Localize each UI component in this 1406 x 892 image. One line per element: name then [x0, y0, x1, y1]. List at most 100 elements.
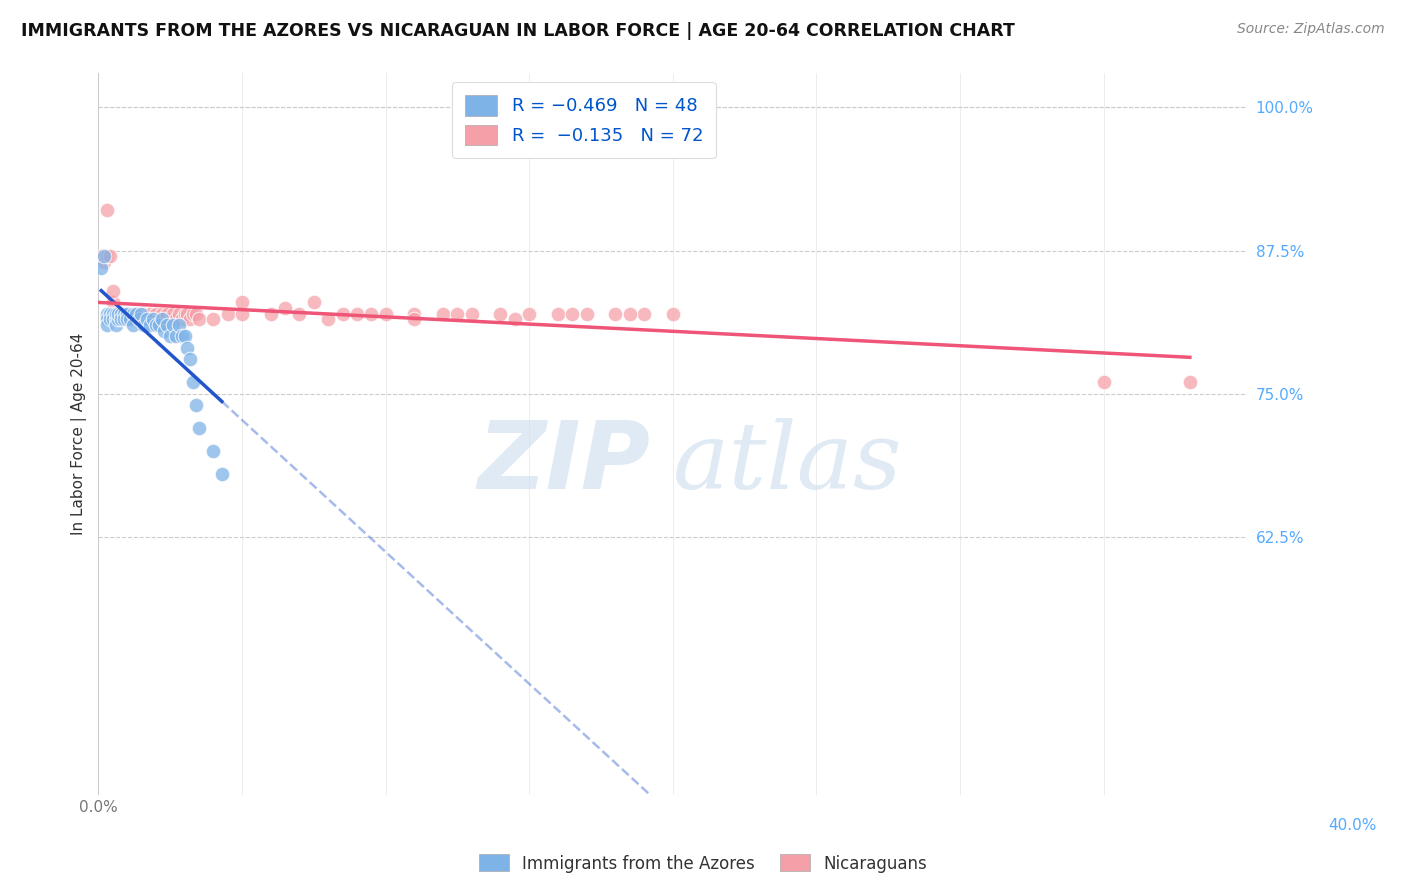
Point: [107, 307, 129, 321]
Point: [156, 318, 179, 332]
Point: [131, 312, 153, 326]
Point: [107, 312, 129, 326]
Y-axis label: In Labor Force | Age 20-64: In Labor Force | Age 20-64: [72, 333, 87, 535]
Point: [165, 312, 187, 326]
Point: [605, 307, 627, 321]
Point: [461, 307, 484, 321]
Point: [1178, 376, 1201, 390]
Point: [231, 295, 253, 310]
Point: [202, 444, 225, 458]
Point: [134, 307, 156, 321]
Point: [131, 307, 153, 321]
Point: [107, 312, 129, 326]
Point: [346, 307, 368, 321]
Point: [145, 318, 167, 332]
Point: [374, 307, 396, 321]
Legend: R = −0.469   N = 48, R =  −0.135   N = 72: R = −0.469 N = 48, R = −0.135 N = 72: [453, 82, 716, 158]
Point: [136, 312, 159, 326]
Point: [139, 318, 162, 332]
Point: [162, 318, 184, 332]
Legend: Immigrants from the Azores, Nicaraguans: Immigrants from the Azores, Nicaraguans: [472, 847, 934, 880]
Point: [115, 312, 138, 326]
Point: [98, 312, 121, 326]
Point: [162, 307, 184, 321]
Point: [274, 301, 297, 315]
Point: [159, 312, 181, 326]
Point: [110, 307, 132, 321]
Point: [90, 260, 112, 275]
Point: [547, 307, 569, 321]
Point: [104, 318, 127, 332]
Point: [128, 307, 150, 321]
Point: [153, 312, 176, 326]
Point: [118, 307, 141, 321]
Point: [619, 307, 641, 321]
Point: [150, 307, 173, 321]
Point: [202, 312, 225, 326]
Point: [112, 307, 135, 321]
Point: [302, 295, 325, 310]
Point: [96, 318, 118, 332]
Point: [90, 249, 112, 263]
Point: [156, 307, 179, 321]
Point: [101, 312, 124, 326]
Point: [104, 312, 127, 326]
Point: [159, 329, 181, 343]
Point: [96, 203, 118, 218]
Point: [176, 307, 198, 321]
Point: [150, 312, 173, 326]
Text: 40.0%: 40.0%: [1329, 818, 1376, 832]
Point: [173, 307, 195, 321]
Point: [101, 295, 124, 310]
Point: [110, 312, 132, 326]
Point: [404, 307, 426, 321]
Point: [112, 307, 135, 321]
Point: [179, 312, 201, 326]
Point: [260, 307, 283, 321]
Point: [136, 312, 159, 326]
Point: [110, 312, 132, 326]
Point: [96, 307, 118, 321]
Point: [316, 312, 339, 326]
Point: [288, 307, 311, 321]
Point: [404, 312, 426, 326]
Point: [179, 352, 201, 367]
Point: [176, 341, 198, 355]
Point: [118, 312, 141, 326]
Point: [107, 307, 129, 321]
Point: [181, 307, 204, 321]
Point: [134, 318, 156, 332]
Point: [165, 329, 187, 343]
Point: [217, 307, 239, 321]
Point: [121, 312, 143, 326]
Point: [112, 312, 135, 326]
Point: [101, 284, 124, 298]
Point: [98, 249, 121, 263]
Text: ZIP: ZIP: [477, 417, 650, 508]
Point: [211, 467, 233, 481]
Point: [121, 307, 143, 321]
Point: [181, 376, 204, 390]
Point: [360, 307, 382, 321]
Text: atlas: atlas: [673, 417, 903, 508]
Point: [153, 324, 176, 338]
Point: [432, 307, 454, 321]
Point: [148, 312, 170, 326]
Point: [633, 307, 655, 321]
Point: [184, 398, 207, 412]
Text: Source: ZipAtlas.com: Source: ZipAtlas.com: [1237, 22, 1385, 37]
Text: IMMIGRANTS FROM THE AZORES VS NICARAGUAN IN LABOR FORCE | AGE 20-64 CORRELATION : IMMIGRANTS FROM THE AZORES VS NICARAGUAN…: [21, 22, 1015, 40]
Point: [115, 312, 138, 326]
Point: [115, 307, 138, 321]
Point: [104, 307, 127, 321]
Point: [115, 307, 138, 321]
Point: [489, 307, 512, 321]
Point: [184, 307, 207, 321]
Point: [142, 312, 165, 326]
Point: [446, 307, 468, 321]
Point: [121, 318, 143, 332]
Point: [231, 307, 253, 321]
Point: [139, 307, 162, 321]
Point: [167, 307, 190, 321]
Point: [662, 307, 685, 321]
